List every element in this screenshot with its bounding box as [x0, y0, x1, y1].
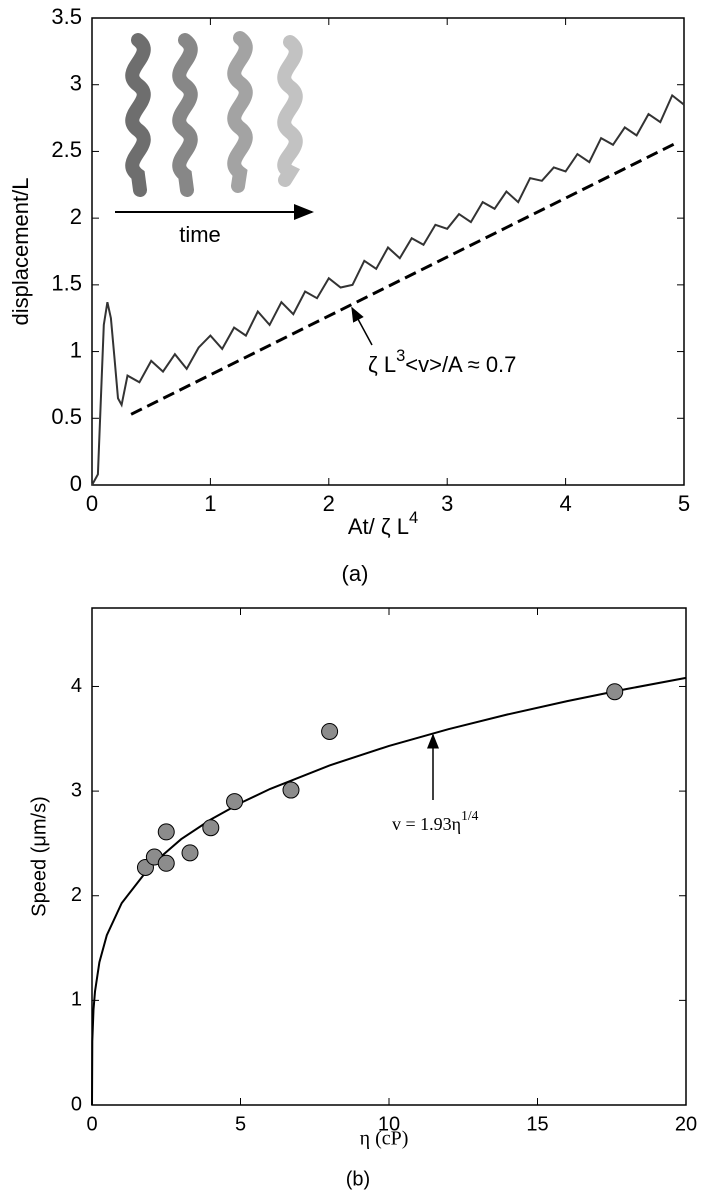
- x-axis-label-main: At/ ζ L: [348, 514, 409, 539]
- x-tick-label: 20: [675, 1113, 697, 1135]
- y-tick-label: 0: [71, 1093, 82, 1115]
- y-tick-label: 2.5: [51, 137, 82, 162]
- annotation-sup: 3: [396, 347, 405, 365]
- y-tick-label: 1: [70, 337, 82, 362]
- annotation-main: ζ L: [368, 352, 396, 377]
- y-tick-label: 3.5: [51, 4, 82, 29]
- y-tick-label: 1: [71, 989, 82, 1011]
- annotation: ζ L3<v>/A ≈ 0.7: [368, 347, 516, 376]
- plot-frame: [91, 607, 687, 1106]
- annotation-main: v = 1.93η: [392, 814, 461, 834]
- data-point: [226, 793, 244, 811]
- data-line: [91, 676, 687, 1106]
- chart-b: 0 5 10 15 20 0 1 2 3 4 η (cP) Speed (μm/s) (b) v = 1.…: [28, 607, 697, 1190]
- x-tick-label: 0: [86, 491, 98, 516]
- y-tick-label: 2: [71, 884, 82, 906]
- annotation-arrow: [351, 306, 373, 346]
- data-point: [606, 683, 624, 701]
- y-tick-label: 4: [71, 675, 82, 697]
- y-tick-label: 2: [70, 204, 82, 229]
- data-point: [181, 844, 199, 862]
- plot-frame: [91, 17, 685, 486]
- x-tick-label: 10: [378, 1113, 400, 1135]
- annotation: v = 1.93η1/4: [392, 808, 479, 834]
- y-tick-label: 3: [70, 71, 82, 96]
- x-axis-label: η (cP): [360, 1128, 409, 1150]
- data-point: [157, 823, 175, 841]
- x-tick-label: 3: [441, 491, 453, 516]
- inset-helices: [125, 31, 303, 197]
- caption: (a): [342, 561, 369, 586]
- x-tick-label: 4: [559, 491, 571, 516]
- data-point: [202, 819, 220, 837]
- y-tick-label: 0.5: [51, 404, 82, 429]
- data-point: [157, 854, 175, 872]
- data-point: [321, 722, 339, 740]
- x-axis-label: At/ ζ L4: [348, 509, 418, 538]
- x-tick-label: 1: [204, 491, 216, 516]
- caption: (b): [346, 1168, 370, 1190]
- y-tick-label: 0: [70, 471, 82, 496]
- chart-a: 0 1 2 3 4 500.511.522.533.5At/ ζ L4displaceme…: [8, 4, 690, 586]
- x-tick-label: 15: [526, 1113, 548, 1135]
- y-tick-label: 1.5: [51, 271, 82, 296]
- y-tick-label: 3: [71, 779, 82, 801]
- x-tick-label: 5: [235, 1113, 246, 1135]
- x-tick-label: 5: [678, 491, 690, 516]
- fit-line: [130, 140, 679, 416]
- y-axis-label: Speed (μm/s): [28, 796, 50, 916]
- x-axis-label-sup: 4: [409, 509, 418, 527]
- inset-label: time: [179, 222, 221, 247]
- x-tick-label: 0: [86, 1113, 97, 1135]
- data-line: [91, 93, 685, 486]
- annotation-sup: 1/4: [461, 808, 479, 823]
- data-point: [282, 781, 300, 799]
- y-axis-label: displacement/L: [8, 178, 33, 326]
- x-tick-label: 2: [323, 491, 335, 516]
- annotation-after: <v>/A ≈ 0.7: [405, 352, 516, 377]
